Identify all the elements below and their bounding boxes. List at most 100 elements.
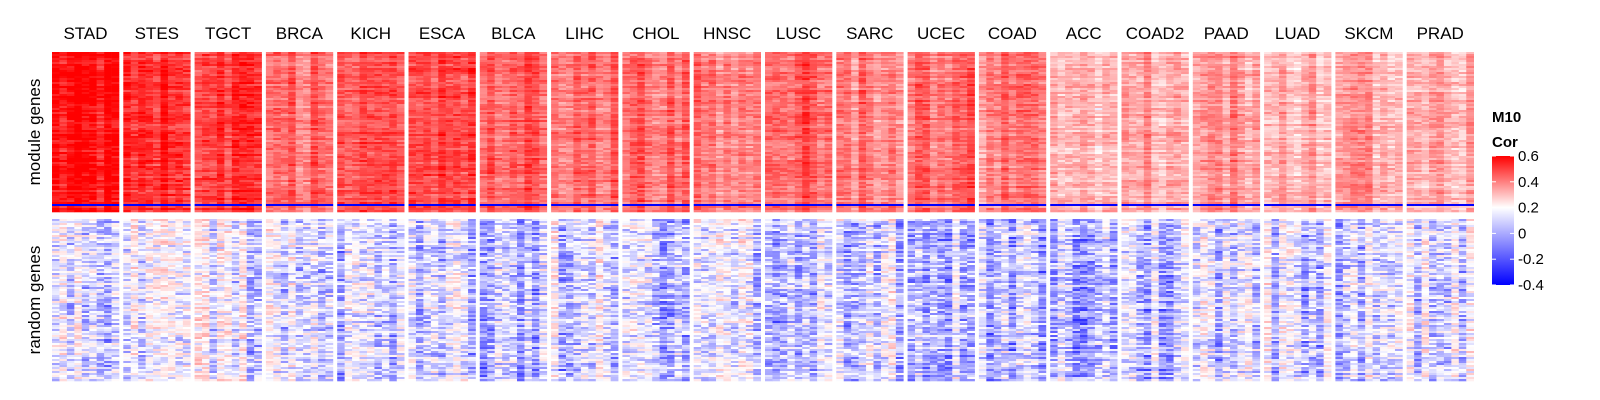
- heatmap-cell: [295, 154, 304, 157]
- heatmap-cell: [160, 88, 169, 91]
- heatmap-cell: [239, 72, 248, 75]
- heatmap-cell: [123, 259, 132, 262]
- heatmap-cell: [231, 227, 240, 230]
- heatmap-cell: [310, 98, 319, 101]
- heatmap-cell: [59, 249, 68, 252]
- heatmap-cell: [246, 64, 255, 67]
- heatmap-cell: [209, 66, 218, 69]
- heatmap-cell: [66, 82, 75, 85]
- heatmap-cell: [59, 361, 68, 364]
- heatmap-cell: [194, 206, 203, 209]
- heatmap-cell: [123, 255, 132, 258]
- heatmap-cell: [74, 58, 83, 61]
- heatmap-cell: [89, 104, 97, 107]
- heatmap-cell: [145, 269, 154, 272]
- heatmap-cell: [96, 361, 105, 364]
- heatmap-cell: [295, 122, 304, 125]
- heatmap-cell: [89, 281, 97, 284]
- heatmap-cell: [209, 271, 218, 274]
- heatmap-cell: [104, 299, 112, 302]
- heatmap-cell: [216, 325, 225, 328]
- heatmap-cell: [138, 359, 146, 362]
- heatmap-cell: [89, 369, 97, 372]
- heatmap-cell: [59, 204, 68, 207]
- heatmap-cell: [104, 208, 112, 211]
- heatmap-cell: [175, 90, 184, 93]
- heatmap-cell: [273, 180, 282, 183]
- heatmap-cell: [153, 146, 161, 149]
- heatmap-cell: [111, 345, 120, 348]
- heatmap-cell: [239, 70, 248, 73]
- heatmap-cell: [202, 112, 210, 115]
- heatmap-cell: [89, 184, 97, 187]
- heatmap-cell: [175, 295, 184, 298]
- heatmap-cell: [111, 170, 120, 173]
- heatmap-cell: [224, 144, 233, 147]
- heatmap-cell: [153, 323, 161, 326]
- heatmap-cell: [59, 281, 68, 284]
- heatmap-cell: [239, 128, 248, 131]
- heatmap-cell: [303, 158, 311, 161]
- heatmap-cell: [111, 257, 120, 260]
- heatmap-cell: [111, 150, 120, 153]
- heatmap-cell: [89, 144, 97, 147]
- heatmap-cell: [89, 361, 97, 364]
- heatmap-cell: [175, 168, 184, 171]
- heatmap-cell: [66, 329, 75, 332]
- heatmap-cell: [216, 160, 225, 163]
- heatmap-cell: [153, 54, 161, 57]
- heatmap-panel: [52, 219, 120, 382]
- heatmap-cell: [231, 261, 240, 264]
- heatmap-cell: [202, 140, 210, 143]
- heatmap-cell: [239, 237, 248, 240]
- heatmap-cell: [96, 144, 105, 147]
- heatmap-cell: [74, 162, 83, 165]
- heatmap-cell: [66, 128, 75, 131]
- heatmap-cell: [175, 158, 184, 161]
- heatmap-cell: [138, 373, 146, 376]
- heatmap-cell: [66, 122, 75, 125]
- heatmap-cell: [202, 351, 210, 354]
- heatmap-cell: [325, 62, 334, 65]
- heatmap-cell: [318, 174, 326, 177]
- heatmap-cell: [239, 152, 248, 155]
- heatmap-cell: [138, 80, 146, 83]
- heatmap-cell: [52, 116, 60, 119]
- heatmap-cell: [280, 122, 289, 125]
- heatmap-cell: [81, 60, 90, 63]
- heatmap-cell: [265, 102, 274, 105]
- heatmap-cell: [310, 54, 319, 57]
- heatmap-cell: [81, 225, 90, 228]
- heatmap-cell: [104, 194, 112, 197]
- heatmap-cell: [182, 82, 191, 85]
- heatmap-cell: [167, 367, 176, 370]
- heatmap-cell: [138, 305, 146, 308]
- heatmap-cell: [167, 241, 176, 244]
- heatmap-cell: [175, 291, 184, 294]
- heatmap-cell: [153, 100, 161, 103]
- heatmap-cell: [104, 100, 112, 103]
- heatmap-cell: [295, 136, 304, 139]
- heatmap-cell: [224, 313, 233, 316]
- heatmap-cell: [167, 261, 176, 264]
- heatmap-cell: [254, 303, 262, 306]
- heatmap-cell: [52, 140, 60, 143]
- heatmap-cell: [216, 223, 225, 226]
- heatmap-cell: [160, 283, 169, 286]
- heatmap-cell: [216, 184, 225, 187]
- heatmap-cell: [239, 273, 248, 276]
- heatmap-cell: [59, 333, 68, 336]
- heatmap-cell: [224, 174, 233, 177]
- heatmap-cell: [167, 80, 176, 83]
- heatmap-cell: [224, 82, 233, 85]
- heatmap-cell: [160, 74, 169, 77]
- heatmap-cell: [153, 194, 161, 197]
- heatmap-cell: [123, 371, 132, 374]
- heatmap-cell: [288, 138, 296, 141]
- heatmap-cell: [111, 206, 120, 209]
- heatmap-cell: [138, 122, 146, 125]
- heatmap-cell: [89, 110, 97, 113]
- heatmap-cell: [167, 379, 176, 382]
- heatmap-cell: [111, 315, 120, 318]
- heatmap-cell: [310, 116, 319, 119]
